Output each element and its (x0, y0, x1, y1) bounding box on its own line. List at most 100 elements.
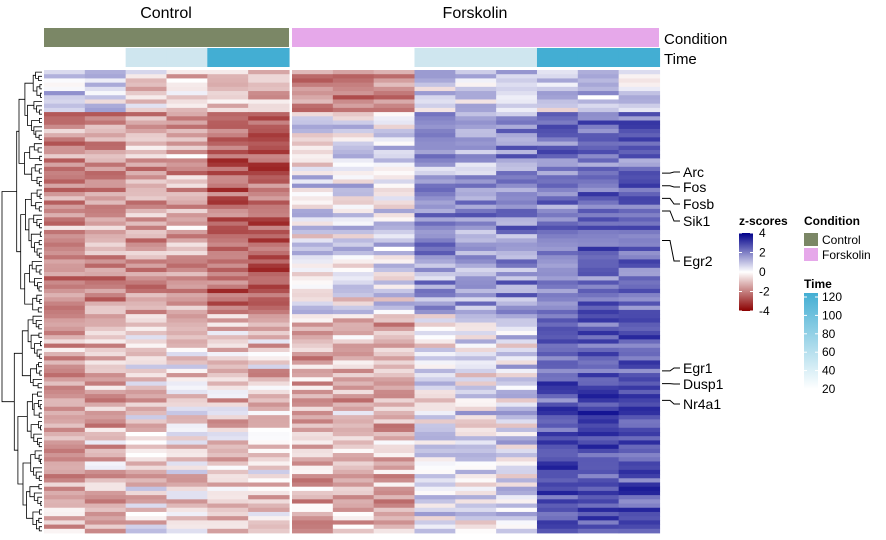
heatmap-cell (414, 116, 456, 121)
heatmap-cell (84, 322, 127, 328)
heatmap-cell (292, 318, 334, 323)
gene-label-egr1: Egr1 (683, 360, 713, 376)
heatmap-cell (373, 347, 416, 353)
heatmap-cell (496, 406, 538, 412)
heatmap-cell (373, 444, 416, 450)
heatmap-cell (166, 503, 208, 509)
heatmap-cell (166, 267, 208, 273)
heatmap-cell (84, 213, 127, 218)
heatmap-cell (125, 322, 168, 328)
time-cell (496, 48, 538, 67)
heatmap-cell (414, 352, 456, 357)
heatmap-cell (84, 221, 127, 227)
heatmap-cell (332, 410, 375, 416)
heatmap-cell (373, 280, 416, 286)
heatmap-cell (292, 457, 334, 462)
heatmap-cell (536, 112, 579, 117)
heatmap-cell (618, 335, 661, 340)
heatmap-cell (577, 330, 620, 336)
heatmap-cell (44, 423, 86, 429)
heatmap-cell (577, 402, 620, 408)
heatmap-cell (618, 385, 661, 391)
heatmap-cell (125, 70, 168, 75)
time-cell (166, 48, 208, 67)
heatmap-cell (248, 284, 290, 290)
heatmap-cell (373, 162, 416, 168)
heatmap-cell (455, 221, 497, 227)
heatmap-cell (414, 107, 456, 113)
heatmap-cell (618, 250, 661, 256)
heatmap-cell (455, 511, 497, 517)
gene-label-sik1: Sik1 (683, 213, 710, 229)
heatmap-cell (248, 99, 290, 105)
heatmap-cell (373, 356, 416, 361)
heatmap-cell (577, 120, 620, 126)
heatmap-cell (125, 116, 168, 121)
heatmap-cell (207, 200, 249, 206)
heatmap-cell (373, 86, 416, 92)
heatmap-cell (292, 326, 334, 332)
heatmap-cell (618, 528, 661, 534)
heatmap-cell (536, 427, 579, 433)
heatmap-cell (536, 162, 579, 168)
heatmap-cell (414, 250, 456, 256)
heatmap-cell (125, 128, 168, 134)
heatmap-cell (577, 478, 620, 483)
heatmap-cell (332, 74, 375, 79)
heatmap-cell (166, 284, 208, 290)
heatmap-cell (455, 246, 497, 252)
heatmap-cell (207, 507, 249, 513)
heatmap-cell (44, 389, 86, 395)
heatmap-cell (125, 183, 168, 189)
heatmap-cell (332, 478, 375, 483)
heatmap-cell (84, 267, 127, 273)
heatmap-cell (84, 208, 127, 214)
dendrogram-branch (27, 104, 34, 126)
heatmap-cell (125, 318, 168, 323)
heatmap-cell (166, 91, 208, 96)
dendrogram-branch (24, 273, 33, 305)
heatmap-cell (455, 229, 497, 235)
heatmap-cell (207, 250, 249, 256)
heatmap-cell (44, 162, 86, 168)
heatmap-cell (292, 343, 334, 349)
heatmap-cell (44, 377, 86, 382)
heatmap-cell (84, 453, 127, 458)
heatmap-cell (44, 200, 86, 206)
heatmap-cell (414, 486, 456, 492)
heatmap-cell (292, 368, 334, 374)
heatmap-cell (455, 267, 497, 273)
heatmap-cell (414, 166, 456, 172)
heatmap-cell (536, 86, 579, 92)
heatmap-cell (536, 107, 579, 113)
heatmap-cell (618, 314, 661, 319)
heatmap-cell (414, 242, 456, 248)
heatmap-cell (166, 482, 208, 488)
heatmap-cell (84, 448, 127, 454)
heatmap-cell (455, 99, 497, 105)
heatmap-cell (248, 213, 290, 218)
heatmap-cell (292, 469, 334, 475)
gene-label-nr4a1: Nr4a1 (683, 396, 721, 412)
dendrogram-branch (24, 82, 34, 116)
heatmap-cell (166, 309, 208, 315)
heatmap-cell (207, 516, 249, 521)
heatmap-cell (44, 301, 86, 307)
heatmap-cell (44, 427, 86, 433)
condition-legend-swatch-forskolin (804, 248, 818, 261)
heatmap-cell (536, 124, 579, 130)
heatmap-cell (292, 364, 334, 370)
heatmap-cell (332, 158, 375, 163)
heatmap-cell (44, 520, 86, 525)
heatmap-cell (44, 158, 86, 163)
time-annotation-bar (44, 48, 661, 67)
heatmap-cell (496, 70, 538, 75)
zscore-tick-label: -2 (759, 285, 770, 299)
heatmap-cell (414, 293, 456, 298)
heatmap-cell (84, 217, 127, 222)
heatmap-cell (332, 486, 375, 492)
dendrogram-branch (38, 442, 42, 448)
heatmap-cell (536, 335, 579, 340)
heatmap-cell (125, 314, 168, 319)
heatmap-cell (166, 238, 208, 243)
